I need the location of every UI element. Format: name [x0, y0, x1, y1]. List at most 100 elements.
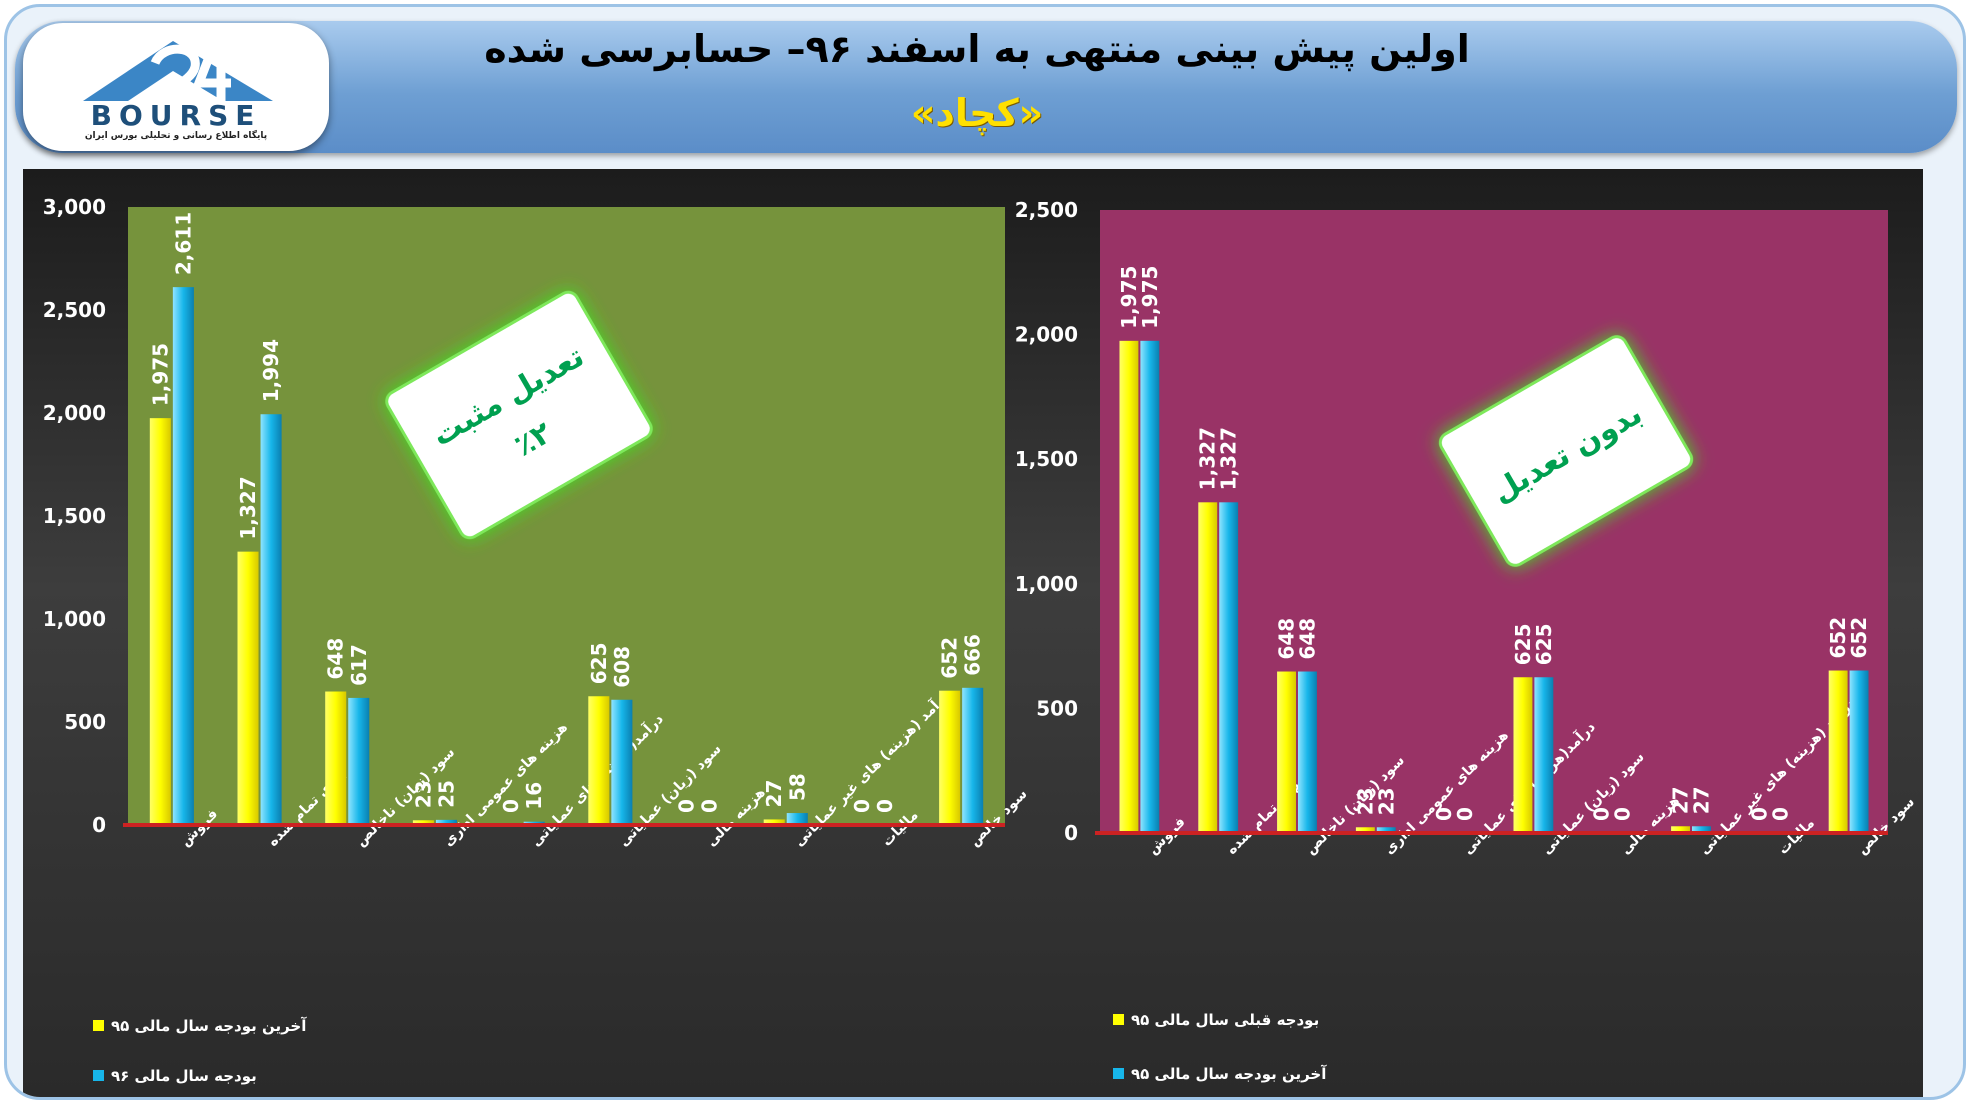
bar-series-b — [1849, 670, 1869, 833]
legend-swatch-b — [93, 1070, 104, 1081]
bar-series-a — [1513, 677, 1533, 833]
data-label: 0 — [675, 799, 699, 813]
data-label: 0 — [1453, 807, 1477, 821]
y-tick-label: 2,500 — [1015, 198, 1078, 222]
data-label: 652 — [1826, 617, 1850, 659]
logo-mark-icon — [83, 41, 273, 103]
data-label: 2,611 — [171, 212, 195, 275]
bar-series-b — [962, 687, 984, 825]
data-label: 23 — [411, 780, 435, 808]
data-label: 625 — [1511, 624, 1535, 666]
bar-series-a — [588, 696, 610, 825]
legend-swatch-a — [1113, 1014, 1124, 1025]
data-label: 23 — [1353, 787, 1377, 815]
data-label: 1,327 — [1196, 427, 1220, 490]
bar-series-a — [1828, 670, 1848, 833]
data-label: 625 — [1532, 624, 1556, 666]
data-label: 1,994 — [259, 339, 283, 402]
data-label: 16 — [522, 782, 546, 810]
bar-series-a — [1119, 340, 1139, 833]
data-label: 0 — [1590, 807, 1614, 821]
bar-series-a — [1355, 827, 1375, 833]
data-label: 23 — [1374, 787, 1398, 815]
bar-series-b — [348, 697, 370, 825]
bar-series-b — [1219, 502, 1239, 833]
legend-label: آخرین بودجه سال مالی ۹۵ — [111, 1017, 307, 1035]
bar-series-b — [1692, 826, 1711, 833]
data-label: 1,327 — [1217, 427, 1241, 490]
stamp-box — [1438, 335, 1694, 567]
data-label: 648 — [1295, 618, 1319, 660]
data-label: 652 — [938, 637, 962, 679]
legend-swatch-b — [1113, 1068, 1124, 1079]
bar-series-a — [149, 418, 171, 825]
data-label: 0 — [1768, 807, 1792, 821]
adjustment-stamp: تعدیل مثبت٪۲ — [385, 290, 653, 540]
bar-series-b — [611, 699, 633, 825]
bar-series-b — [172, 287, 194, 825]
bar-series-a — [763, 819, 785, 825]
y-tick-label: 1,500 — [1015, 447, 1078, 471]
bourse24-logo: BOURSE پایگاه اطلاع رسانی و تحلیلی بورس … — [23, 23, 329, 151]
company-ticker-title: «کچاد» — [910, 91, 1044, 135]
data-label: 1,975 — [1117, 266, 1141, 329]
stamp-box — [385, 290, 653, 540]
data-label: 1,975 — [1138, 266, 1162, 329]
bar-series-a — [939, 690, 961, 825]
data-label: 0 — [1432, 807, 1456, 821]
data-label: 0 — [698, 799, 722, 813]
bar-series-b — [1376, 827, 1396, 833]
bar-series-a — [1671, 826, 1690, 833]
bar-series-a — [412, 820, 434, 825]
y-tick-label: 0 — [92, 813, 106, 837]
bar-series-b — [435, 819, 457, 825]
bar-series-b — [786, 813, 808, 825]
bar-series-a — [325, 691, 347, 825]
y-tick-label: 500 — [1036, 696, 1078, 720]
data-label: 58 — [785, 773, 809, 801]
y-tick-label: 0 — [1064, 821, 1078, 845]
y-tick-label: 500 — [64, 710, 106, 734]
bar-series-b — [1298, 671, 1317, 833]
data-label: 617 — [347, 644, 371, 686]
y-tick-label: 3,000 — [43, 195, 106, 219]
data-label: 0 — [499, 799, 523, 813]
data-label: 608 — [610, 646, 634, 688]
data-label: 0 — [850, 799, 874, 813]
data-label: 648 — [1275, 618, 1299, 660]
data-label: 652 — [1847, 617, 1871, 659]
bar-series-a — [1198, 502, 1218, 833]
data-label: 648 — [324, 638, 348, 680]
bar-series-b — [260, 414, 282, 825]
logo-tagline: پایگاه اطلاع رسانی و تحلیلی بورس ایران — [84, 131, 268, 141]
data-label: 666 — [961, 634, 985, 676]
data-label: 27 — [1689, 786, 1713, 814]
bar-series-b — [1534, 677, 1554, 833]
y-tick-label: 1,000 — [43, 607, 106, 631]
logo-wordmark: BOURSE — [90, 99, 262, 132]
data-label: 1,975 — [148, 343, 172, 406]
legend-swatch-a — [93, 1020, 104, 1031]
bar-series-a — [1277, 671, 1296, 833]
data-label: 0 — [1611, 807, 1635, 821]
legend-label: آخرین بودجه سال مالی ۹۵ — [1131, 1065, 1327, 1083]
adjustment-stamp: بدون تعدیل — [1438, 335, 1694, 567]
data-label: 0 — [873, 799, 897, 813]
legend-label: بودجه سال مالی ۹۶ — [111, 1067, 257, 1085]
y-tick-label: 1,500 — [43, 504, 106, 528]
bar-series-a — [237, 551, 259, 825]
legend-label: بودجه قبلی سال مالی ۹۵ — [1131, 1011, 1319, 1029]
data-label: 27 — [1669, 786, 1693, 814]
header-banner — [15, 21, 1957, 153]
bar-series-b — [1140, 340, 1160, 833]
page-title: اولین پیش بینی منتهی به اسفند ۹۶– حسابرس… — [484, 27, 1470, 71]
data-label: 25 — [434, 780, 458, 808]
charts-panel: 0 500 1,000 1,500 2,000 2,500 3,000 1,975 2,611 ف… — [23, 169, 1923, 1097]
y-tick-label: 2,500 — [43, 298, 106, 322]
infographic-frame: اولین پیش بینی منتهی به اسفند ۹۶– حسابرس… — [4, 4, 1966, 1100]
data-label: 625 — [587, 643, 611, 685]
y-tick-label: 2,000 — [1015, 323, 1078, 347]
data-label: 0 — [1747, 807, 1771, 821]
data-label: 1,327 — [236, 476, 260, 539]
data-label: 27 — [762, 780, 786, 808]
